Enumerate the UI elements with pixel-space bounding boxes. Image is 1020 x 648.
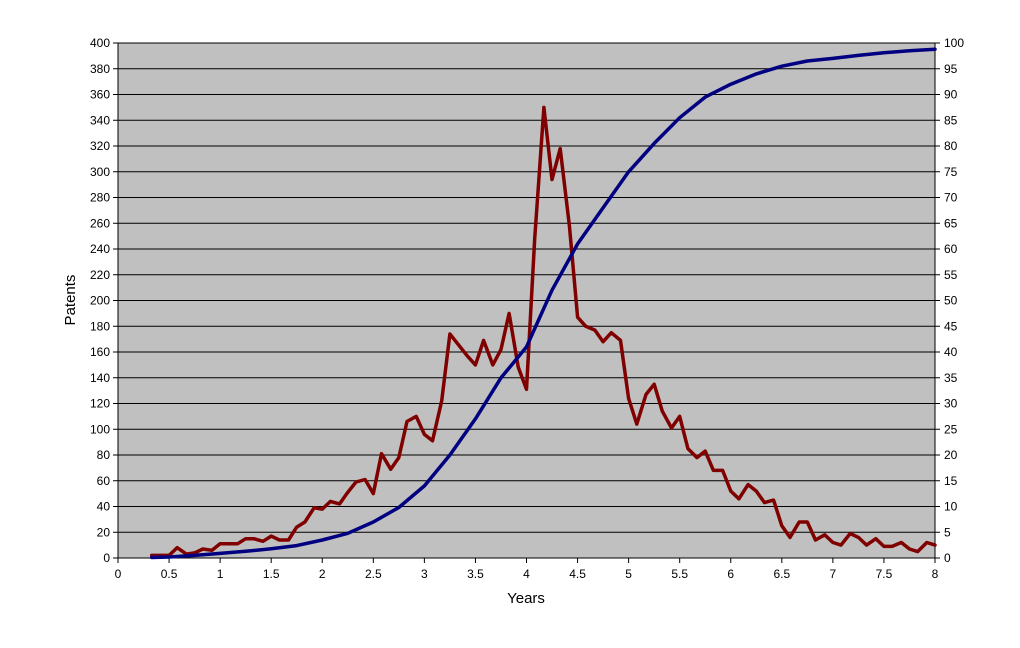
y-tick-label: 300 bbox=[90, 165, 110, 179]
y2-tick-label: 30 bbox=[944, 397, 958, 411]
y-tick-label: 360 bbox=[90, 88, 110, 102]
x-tick-label: 4.5 bbox=[569, 567, 586, 581]
y2-tick-label: 15 bbox=[944, 474, 958, 488]
y-tick-label: 380 bbox=[90, 62, 110, 76]
axes bbox=[113, 42, 940, 563]
series-lines bbox=[149, 47, 937, 560]
y-tick-label: 200 bbox=[90, 294, 110, 308]
x-tick-label: 3 bbox=[421, 567, 428, 581]
y-tick-label: 280 bbox=[90, 191, 110, 205]
y-tick-label: 60 bbox=[97, 474, 111, 488]
y2-tick-label: 55 bbox=[944, 268, 958, 282]
x-tick-label: 0.5 bbox=[161, 567, 178, 581]
y2-tick-label: 5 bbox=[944, 525, 951, 539]
y-tick-label: 240 bbox=[90, 242, 110, 256]
x-tick-label: 1 bbox=[217, 567, 224, 581]
x-tick-label: 8 bbox=[932, 567, 939, 581]
y2-tick-label: 95 bbox=[944, 62, 958, 76]
y-tick-label: 160 bbox=[90, 345, 110, 359]
y-tick-label: 100 bbox=[90, 422, 110, 436]
y-tick-label: 20 bbox=[97, 525, 111, 539]
y2-tick-label: 0 bbox=[944, 551, 951, 565]
y2-tick-label: 75 bbox=[944, 165, 958, 179]
y-tick-label: 140 bbox=[90, 371, 110, 385]
y2-tick-label: 45 bbox=[944, 319, 958, 333]
x-tick-label: 5.5 bbox=[671, 567, 688, 581]
y-tick-label: 0 bbox=[103, 551, 110, 565]
y2-tick-label: 20 bbox=[944, 448, 958, 462]
y-tick-label: 260 bbox=[90, 216, 110, 230]
y-tick-label: 80 bbox=[97, 448, 111, 462]
y2-tick-label: 80 bbox=[944, 139, 958, 153]
x-tick-label: 7 bbox=[830, 567, 837, 581]
y-tick-label: 220 bbox=[90, 268, 110, 282]
y2-tick-label: 100 bbox=[944, 36, 964, 50]
x-tick-label: 6.5 bbox=[773, 567, 790, 581]
y2-tick-label: 50 bbox=[944, 294, 958, 308]
y2-tick-label: 25 bbox=[944, 422, 958, 436]
y-tick-label: 320 bbox=[90, 139, 110, 153]
x-tick-label: 2.5 bbox=[365, 567, 382, 581]
y-tick-label: 400 bbox=[90, 36, 110, 50]
y-tick-label: 340 bbox=[90, 113, 110, 127]
x-tick-label: 4 bbox=[523, 567, 530, 581]
x-tick-label: 5 bbox=[625, 567, 632, 581]
tick-labels: 0204060801001201401601802002202402602803… bbox=[90, 36, 964, 581]
y2-tick-label: 60 bbox=[944, 242, 958, 256]
x-tick-label: 1.5 bbox=[263, 567, 280, 581]
y-axis-label: Patents bbox=[62, 275, 79, 326]
x-tick-label: 2 bbox=[319, 567, 326, 581]
y-tick-label: 120 bbox=[90, 397, 110, 411]
y-tick-label: 40 bbox=[97, 500, 111, 514]
grid-lines bbox=[118, 42, 935, 559]
x-axis-label: Years bbox=[507, 590, 545, 607]
patents-series-line bbox=[149, 105, 937, 558]
x-tick-label: 0 bbox=[115, 567, 122, 581]
y2-tick-label: 85 bbox=[944, 113, 958, 127]
y2-tick-label: 35 bbox=[944, 371, 958, 385]
y2-tick-label: 70 bbox=[944, 191, 958, 205]
y2-tick-label: 90 bbox=[944, 88, 958, 102]
x-tick-label: 7.5 bbox=[876, 567, 893, 581]
y2-tick-label: 10 bbox=[944, 500, 958, 514]
y2-tick-label: 40 bbox=[944, 345, 958, 359]
x-tick-label: 3.5 bbox=[467, 567, 484, 581]
y-tick-label: 180 bbox=[90, 319, 110, 333]
y2-tick-label: 65 bbox=[944, 216, 958, 230]
x-tick-label: 6 bbox=[727, 567, 734, 581]
cumulative-series-line bbox=[149, 47, 937, 560]
